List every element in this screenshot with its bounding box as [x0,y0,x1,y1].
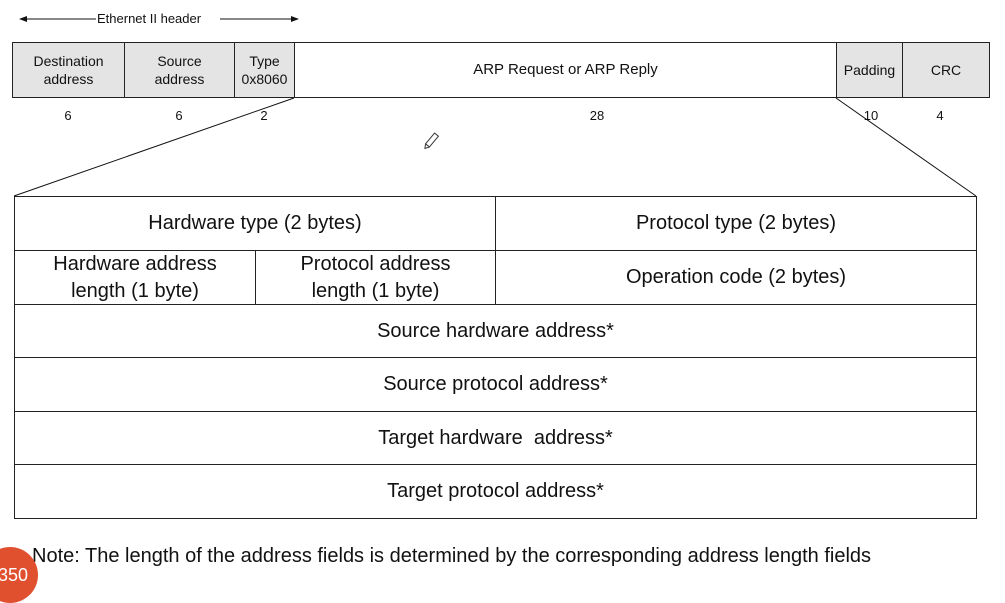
arp-hw-addr-length: Hardware address length (1 byte) [14,250,256,305]
arp-protocol-type: Protocol type (2 bytes) [495,196,977,251]
pencil-cursor-icon [423,133,438,150]
arp-target-proto-address: Target protocol address* [14,464,977,519]
arp-target-hw-address: Target hardware address* [14,411,977,465]
frame-field-destination: Destination address [12,42,125,98]
ethernet-header-label: Ethernet II header [96,11,202,26]
arp-proto-addr-length: Protocol address length (1 byte) [255,250,496,305]
arp-source-proto-address: Source protocol address* [14,357,977,412]
size-arp: 28 [577,108,617,123]
frame-field-arp: ARP Request or ARP Reply [294,42,837,98]
size-type: 2 [244,108,284,123]
size-padding: 10 [851,108,891,123]
size-crc: 4 [920,108,960,123]
footnote: Note: The length of the address fields i… [32,545,871,568]
arp-source-hw-address: Source hardware address* [14,304,977,358]
arp-operation-code: Operation code (2 bytes) [495,250,977,305]
frame-field-source: Source address [124,42,235,98]
size-source: 6 [159,108,199,123]
frame-field-type: Type 0x8060 [234,42,295,98]
size-destination: 6 [48,108,88,123]
frame-field-crc: CRC [902,42,990,98]
arp-hardware-type: Hardware type (2 bytes) [14,196,496,251]
frame-field-padding: Padding [836,42,903,98]
